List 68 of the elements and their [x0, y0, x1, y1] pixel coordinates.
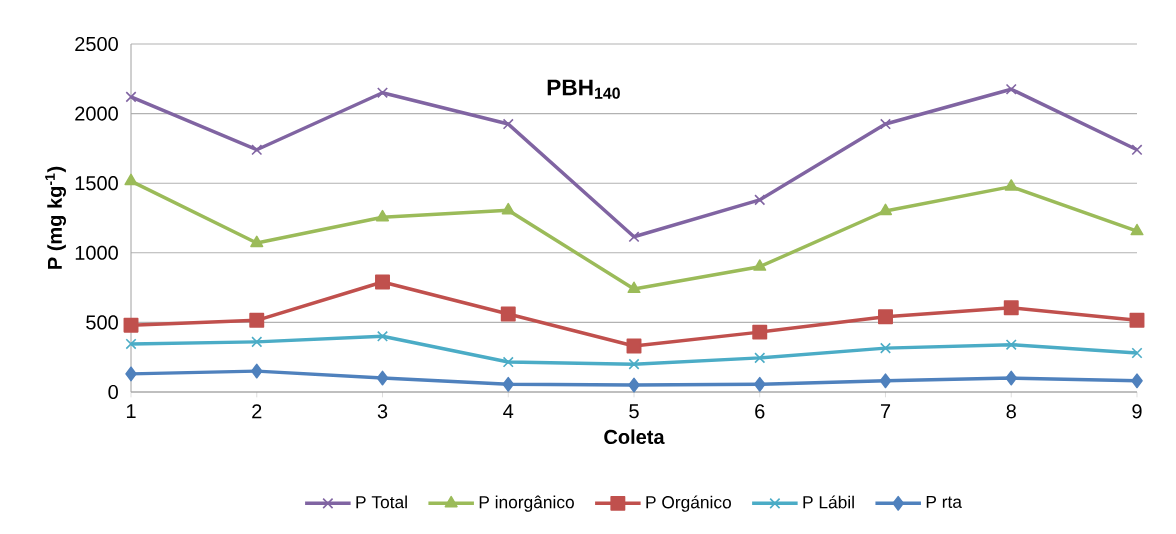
point: [502, 118, 514, 130]
point: [754, 352, 766, 364]
point: [1004, 179, 1018, 191]
point: [754, 194, 766, 206]
y-tick-label: 0: [108, 384, 118, 400]
y-axis-title: P (mg kg$^{-1}$): [45, 166, 66, 269]
point: [500, 306, 516, 322]
text: PBH$_{140}$: [547, 79, 620, 99]
point: [375, 209, 390, 222]
y-tick-label: 1500: [75, 176, 118, 191]
x-tick-label: 8: [1006, 404, 1016, 419]
point: [125, 91, 137, 103]
legend-label: P rta: [926, 495, 962, 508]
point: [753, 376, 766, 392]
point: [1130, 223, 1144, 236]
point: [1131, 144, 1143, 156]
x-tick-label: 4: [503, 404, 514, 419]
point: [1005, 83, 1017, 95]
point: [628, 358, 640, 370]
point: [124, 173, 138, 186]
y-tick-label: 2000: [75, 106, 118, 121]
point: [123, 317, 139, 333]
x-tick-label: 1: [126, 404, 136, 419]
point: [125, 366, 137, 382]
point: [1003, 300, 1019, 316]
point: [1131, 373, 1143, 389]
point: [878, 203, 893, 216]
point: [249, 312, 265, 328]
point: [1129, 312, 1145, 328]
point: [626, 338, 642, 354]
point: [501, 202, 515, 215]
point: [376, 370, 389, 386]
point: [879, 342, 892, 354]
point: [1005, 339, 1017, 351]
x-tick-label: 2: [252, 404, 262, 419]
point: [502, 356, 514, 368]
x-axis-title: Coleta: [604, 429, 665, 445]
x-tick-label: 3: [377, 404, 388, 419]
point: [878, 309, 893, 325]
point: [752, 324, 768, 340]
point: [753, 259, 767, 271]
legend-label: P inorgânico: [479, 495, 574, 512]
point: [1005, 370, 1018, 386]
x-tick-label: 7: [880, 404, 891, 419]
point: [376, 330, 389, 342]
point: [1131, 347, 1143, 359]
point: [250, 363, 263, 379]
y-tick-label: 2500: [75, 36, 118, 52]
point: [251, 144, 263, 156]
point: [250, 235, 264, 248]
legend-label: P Total: [356, 495, 407, 509]
point: [879, 118, 892, 130]
point: [628, 377, 640, 393]
legend-label: P Orgánico: [646, 495, 731, 512]
point: [375, 274, 390, 290]
point: [879, 373, 892, 389]
x-tick-label: 6: [755, 404, 765, 419]
y-tick-label: 1000: [75, 245, 118, 260]
point: [376, 87, 389, 99]
x-tick-label: 5: [629, 404, 639, 419]
y-tick-label: 500: [86, 315, 118, 330]
point: [125, 338, 137, 350]
point: [251, 336, 263, 348]
point: [627, 281, 641, 294]
legend-label: P Lábil: [803, 495, 854, 509]
x-tick-label: 9: [1132, 404, 1142, 419]
point: [502, 376, 515, 392]
point: [628, 231, 640, 243]
